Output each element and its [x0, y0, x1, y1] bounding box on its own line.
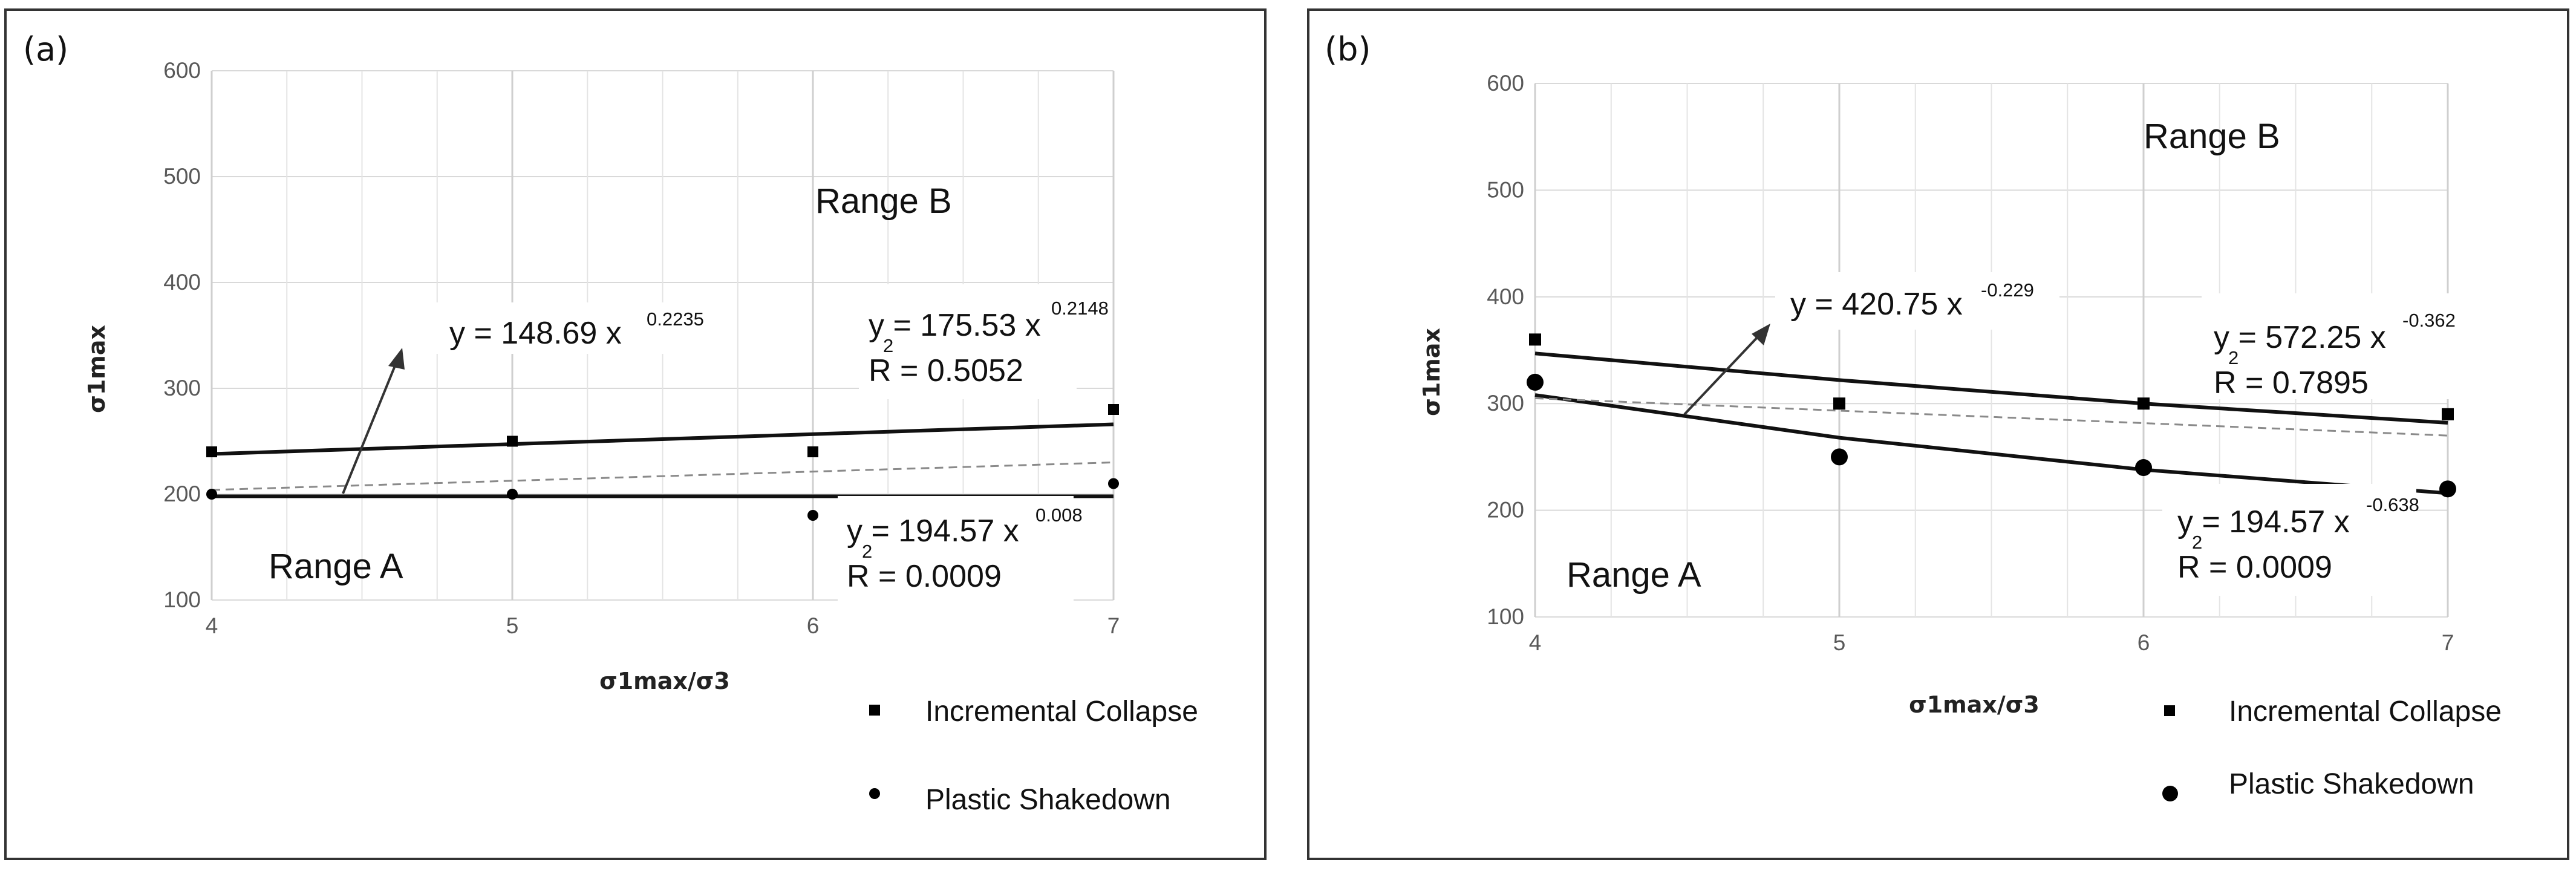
panel-a-xtick-4: 4: [206, 613, 218, 638]
panel-b-ylabel: σ1max: [1418, 328, 1445, 416]
panel-a-eq2: y = 175.53 x: [869, 308, 1041, 343]
panel-a-legend-plastic: Plastic Shakedown: [925, 784, 1171, 816]
panel-b-ytick-600: 600: [1487, 71, 1524, 96]
panel-b-eq3-exp: -0.638: [2366, 494, 2419, 515]
panel-b-eq3-bg: [2162, 484, 2416, 596]
panel-a-point-plastic-shakedown-6: [807, 510, 818, 521]
panel-b-eq2: y = 572.25 x: [2214, 320, 2386, 355]
panel-b-ytick-500: 500: [1487, 177, 1524, 202]
panel-a-range-b: Range B: [815, 181, 952, 221]
panel-a-point-incremental-collapse-5: [507, 436, 518, 447]
panel-b-ticks: 100 200 300 400 500 600 4 5 6 7: [1487, 71, 2454, 655]
panel-a-point-incremental-collapse-6: [807, 446, 818, 457]
panel-b-legend-incremental: Incremental Collapse: [2229, 696, 2502, 728]
panel-a-eq3-exp: 0.008: [1035, 504, 1083, 526]
panel-b-frame: [1307, 8, 2569, 860]
panel-b-range-a: Range A: [1567, 555, 1701, 595]
panel-b-eq3: y = 194.57 x: [2177, 504, 2350, 540]
panel-b-arrowhead: [1752, 324, 1770, 345]
panel-b-point-incremental-collapse-5: [1833, 397, 1845, 410]
panel-b-legend-marker-square: [2164, 705, 2175, 716]
panel-a-ytick-200: 200: [163, 481, 201, 506]
panel-a-eq2-exp: 0.2148: [1051, 298, 1109, 319]
panel-b-xtick-4: 4: [1529, 630, 1542, 655]
panel-b-ytick-200: 200: [1487, 498, 1524, 523]
panel-b-eq2-sub: 2: [2228, 347, 2239, 368]
panel-b-eq3-sub: 2: [2192, 532, 2202, 553]
panel-b-eq1-exp: -0.229: [1981, 279, 2034, 301]
panel-b-fit-plastic-shakedown-trend: [1534, 393, 2448, 495]
panel-b-ytick-400: 400: [1487, 284, 1524, 309]
panel-a-legend-marker-square: [869, 705, 880, 716]
panel-a-eq1: y = 148.69 x: [449, 316, 622, 351]
panel-a-point-plastic-shakedown-4: [206, 489, 217, 500]
panel-b-eq2-bg: [2202, 293, 2462, 399]
panel-a-xtick-6: 6: [807, 613, 820, 638]
panel-a-range-a: Range A: [269, 547, 403, 586]
panel-a-point-incremental-collapse-7: [1108, 404, 1119, 415]
panel-a-eq2-sub: 2: [883, 335, 893, 356]
panel-a-ylabel: σ1max: [83, 325, 110, 413]
panel-b-point-plastic-shakedown-4: [1527, 373, 1544, 391]
panel-a-eq3-sub: 2: [862, 541, 872, 562]
panel-b-xlabel: σ1max/σ3: [1909, 691, 2040, 718]
panel-b-eq1: y = 420.75 x: [1790, 287, 1963, 322]
panel-a-ytick-600: 600: [163, 58, 201, 83]
panel-b-arrow: [1683, 334, 1760, 416]
panel-b-ytick-300: 300: [1487, 391, 1524, 416]
panel-a-arrowhead: [388, 348, 405, 370]
panel-a-eq3-bg: [838, 496, 1074, 602]
panel-b-range-b: Range B: [2144, 117, 2280, 156]
panel-a-eq3: y = 194.57 x: [847, 514, 1019, 549]
panel-a-eq1-exp: 0.2235: [647, 308, 704, 330]
panel-b-ytick-100: 100: [1487, 604, 1524, 629]
panel-a-ytick-500: 500: [163, 164, 201, 189]
panel-b-xtick-7: 7: [2442, 630, 2454, 655]
panel-a-legend-marker-circle: [869, 788, 880, 799]
panel-b-point-incremental-collapse-4: [1529, 333, 1541, 346]
panel-b-point-plastic-shakedown-7: [2439, 480, 2456, 498]
panel-b-points: [1527, 333, 2456, 498]
panel-a-eq1-bg: [425, 302, 691, 354]
panel-b-trendlines: [1534, 351, 2448, 495]
panel-a-eq2-r2: R = 0.5052: [869, 353, 1023, 388]
panel-b-fit-incremental-collapse-trend: [1534, 351, 2448, 425]
panel-a-point-incremental-collapse-4: [206, 446, 217, 457]
panel-b-xtick-6: 6: [2137, 630, 2150, 655]
panel-b-eq3-r2: R = 0.0009: [2177, 550, 2332, 585]
panel-b-point-plastic-shakedown-6: [2135, 459, 2152, 477]
panel-a-ytick-100: 100: [163, 587, 201, 612]
panel-a-fit-boundary: [211, 462, 1114, 491]
panel-b-legend-marker-circle: [2162, 786, 2178, 801]
panel-a: 100 200 300 400 500 600 4 5 6 7 (a) σ1max σ1max/σ…: [4, 8, 1267, 860]
panel-a-ytick-300: 300: [163, 376, 201, 400]
panel-a-xtick-7: 7: [1107, 613, 1120, 638]
panel-b-xtick-5: 5: [1833, 630, 1846, 655]
panel-a-xlabel: σ1max/σ3: [599, 668, 730, 694]
panel-b-point-plastic-shakedown-5: [1831, 448, 1848, 466]
panel-b: 100 200 300 400 500 600 4 5 6 7 (b) σ1max σ1max/σ…: [1307, 8, 2569, 860]
panel-a-point-plastic-shakedown-7: [1108, 478, 1119, 489]
panel-a-points: [206, 404, 1119, 521]
panel-a-arrow: [342, 362, 397, 494]
panel-b-legend-plastic: Plastic Shakedown: [2229, 768, 2474, 800]
panel-a-frame: [4, 8, 1267, 860]
panel-b-point-incremental-collapse-7: [2442, 408, 2454, 420]
panel-a-xtick-5: 5: [506, 613, 519, 638]
panel-b-eq2-exp: -0.362: [2402, 310, 2456, 331]
panel-a-ytick-400: 400: [163, 270, 201, 295]
panel-b-label: (b): [1325, 30, 1371, 68]
panel-a-legend-incremental: Incremental Collapse: [925, 696, 1198, 728]
panel-b-eq2-r2: R = 0.7895: [2214, 365, 2369, 400]
panel-a-label: (a): [23, 30, 68, 68]
panel-a-ticks: 100 200 300 400 500 600 4 5 6 7: [163, 58, 1120, 638]
panel-b-point-incremental-collapse-6: [2137, 397, 2150, 410]
panel-a-point-plastic-shakedown-5: [507, 489, 518, 500]
panel-b-eq1-bg: [1775, 272, 2059, 330]
panel-a-eq3-r2: R = 0.0009: [847, 559, 1002, 594]
panel-a-eq2-bg: [859, 284, 1077, 399]
